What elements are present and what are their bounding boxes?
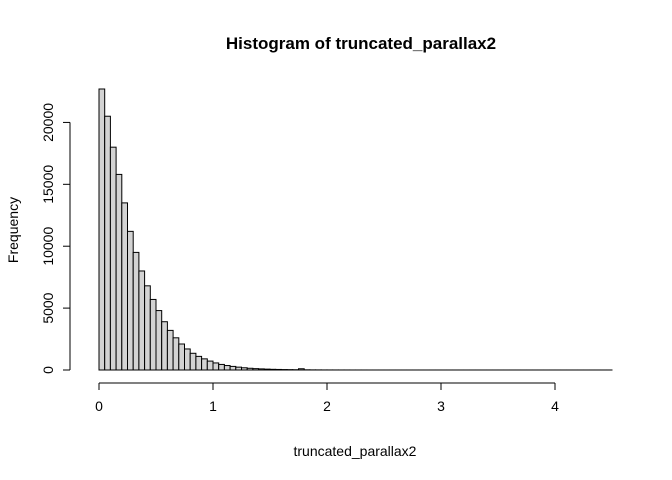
histogram-bar [161,321,168,371]
y-axis: 0 5000 10000 15000 20000 [40,103,71,374]
histogram-bar [212,362,220,371]
histogram-bar [201,358,208,371]
histogram-bar [115,173,123,371]
histogram-bar [298,368,305,371]
y-tick-label: 20000 [40,103,56,142]
histogram-bar [241,367,248,371]
x-tick-label: 4 [551,398,559,414]
histogram-bar [269,368,277,371]
y-tick-label: 15000 [40,165,56,204]
histogram-bar [144,285,151,371]
histogram-bar [195,355,203,371]
histogram-bar [98,88,106,371]
histogram-bar [252,368,260,371]
histogram-bar [149,298,157,371]
histogram-bar [109,146,117,371]
histogram-bar [121,202,129,371]
histogram-bar [229,365,237,371]
x-tick-label: 3 [437,398,445,414]
x-tick-label: 1 [209,398,217,414]
histogram-bars [98,88,613,371]
x-tick-label: 2 [323,398,331,414]
x-axis-label: truncated_parallax2 [294,443,417,459]
histogram-bar [155,310,163,371]
y-axis-label: Frequency [5,197,21,263]
histogram-bar [104,115,111,371]
x-axis: 0 1 2 3 4 [95,382,559,414]
histogram-bar [275,368,282,371]
y-tick-label: 10000 [40,227,56,266]
histogram-bar [189,352,197,371]
histogram-bar [132,251,140,371]
histogram-bar [166,329,174,371]
chart-title: Histogram of truncated_parallax2 [226,34,496,53]
histogram-bar [178,343,186,371]
histogram-bar [235,366,243,371]
histogram-bar [138,270,146,371]
histogram-bar [127,230,134,371]
histogram-bar [172,337,180,371]
x-tick-label: 0 [95,398,103,414]
y-tick-label: 5000 [40,292,56,323]
histogram-bar [218,363,225,371]
histogram-bar [246,367,254,371]
histogram-bar [184,348,191,371]
histogram-bar [263,368,271,371]
histogram-bar [223,365,231,371]
histogram-bar [206,360,214,371]
y-tick-label: 0 [40,366,56,374]
histogram-bar [258,368,265,371]
